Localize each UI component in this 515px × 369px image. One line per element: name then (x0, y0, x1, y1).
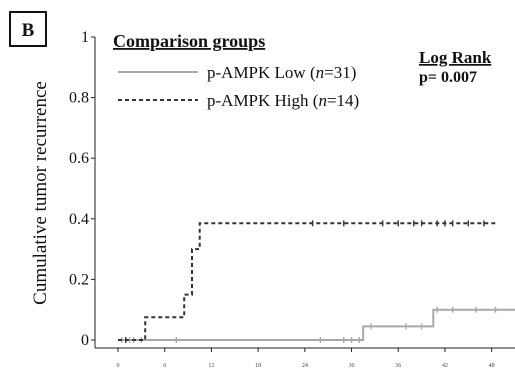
series-line-high (118, 222, 496, 341)
y-tick-label: 0.4 (69, 211, 89, 228)
x-tick-label: 48 (489, 363, 495, 369)
x-tick-label: 42 (442, 363, 448, 369)
y-tick-label: 0 (81, 332, 89, 349)
series-line-low (118, 308, 515, 341)
series-layer (118, 220, 515, 343)
x-tick-label: 36 (395, 363, 401, 369)
x-tick-label: 24 (302, 363, 308, 369)
y-tick-label: 0.8 (69, 90, 89, 107)
x-tick-label: 6 (163, 363, 166, 369)
x-ticks: 0 6 12 18 24 30 36 42 48 (117, 348, 495, 369)
legend-title: Comparison groups (113, 31, 265, 51)
x-tick-label: 18 (255, 363, 261, 369)
legend: Comparison groups p-AMPK Low (n=31) p-AM… (113, 31, 359, 110)
y-ticks: 0 0.2 0.4 0.6 0.8 1 (69, 29, 95, 349)
stat-title: Log Rank (419, 48, 492, 67)
legend-label-high: p-AMPK High (n=14) (207, 91, 359, 110)
legend-label-low: p-AMPK Low (n=31) (207, 63, 356, 82)
panel-letter: B (22, 20, 35, 41)
x-tick-label: 0 (117, 363, 120, 369)
x-tick-label: 30 (349, 363, 355, 369)
stat-pvalue: p= 0.007 (419, 69, 477, 86)
y-tick-label: 0.6 (69, 150, 89, 167)
y-tick-label: 0.2 (69, 271, 89, 288)
panel-letter-box (9, 11, 47, 47)
y-axis-label: Cumulative tumor recurrence (30, 81, 51, 305)
y-tick-label: 1 (81, 29, 89, 46)
x-tick-label: 12 (208, 363, 214, 369)
